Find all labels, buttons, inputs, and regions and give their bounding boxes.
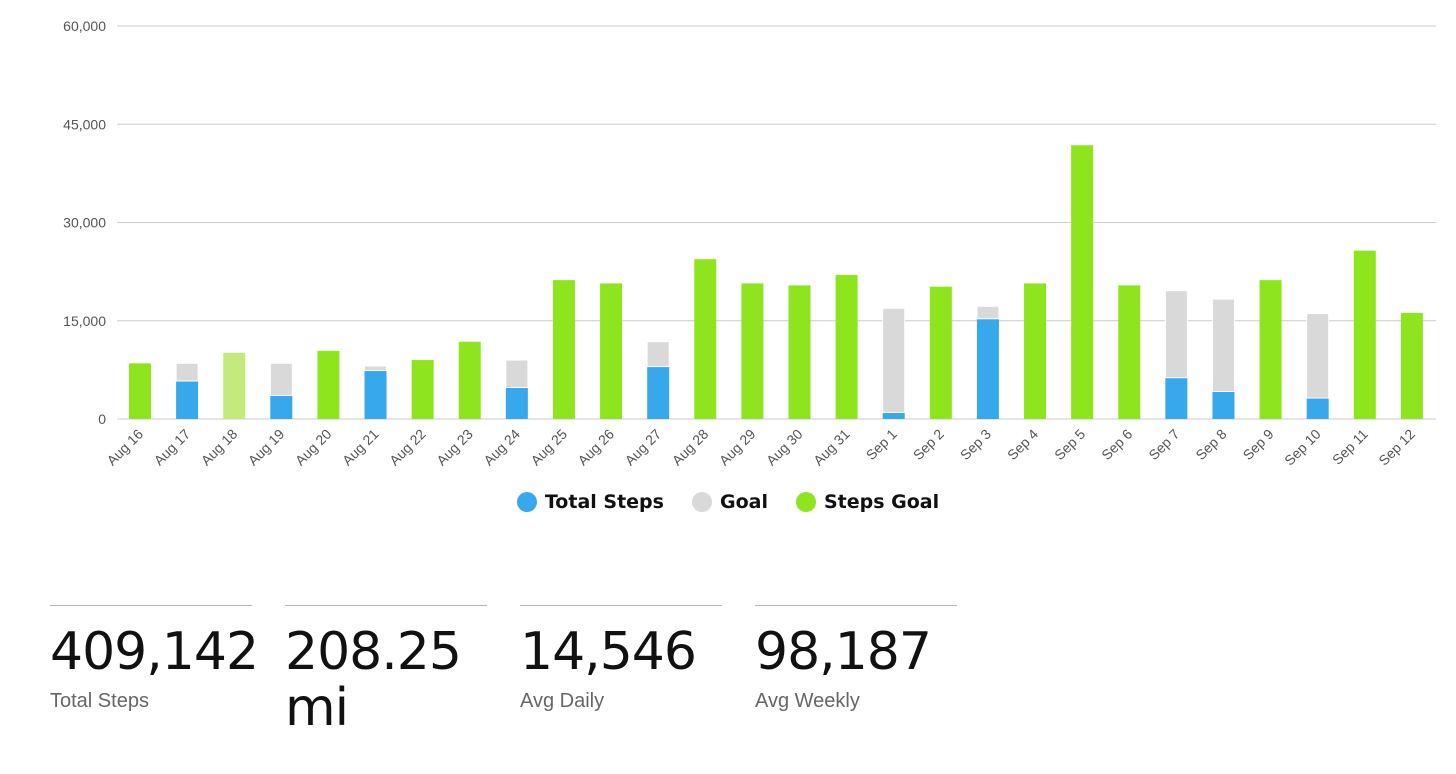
- bar-steps-goal[interactable]: [1024, 283, 1047, 419]
- stat-total-steps-value: 409,142: [50, 622, 259, 682]
- bar-steps-goal[interactable]: [129, 363, 151, 419]
- bar-goal[interactable]: [175, 362, 199, 382]
- x-tick-label: Sep 10: [1281, 426, 1324, 469]
- legend-item-goal[interactable]: Goal: [691, 491, 768, 513]
- legend-label-steps-goal: Steps Goal: [823, 491, 940, 513]
- x-tick-label: Sep 7: [1145, 426, 1182, 463]
- bar-goal[interactable]: [364, 365, 388, 372]
- y-tick-label: 60,000: [63, 18, 106, 34]
- bar-steps-goal[interactable]: [600, 283, 623, 419]
- y-tick-label: 30,000: [63, 215, 106, 231]
- bar-total-steps[interactable]: [505, 387, 528, 419]
- stat-total-steps: 409,142 Total Steps: [50, 605, 259, 736]
- x-tick-label: Aug 24: [480, 426, 523, 469]
- stat-distance: 208.25 mi: [285, 605, 487, 736]
- x-tick-label: Sep 8: [1192, 426, 1229, 463]
- bar-total-steps[interactable]: [1165, 377, 1188, 419]
- bar-total-steps[interactable]: [176, 381, 199, 419]
- x-tick-label: Aug 31: [810, 426, 853, 469]
- x-tick-label: Aug 19: [245, 426, 288, 469]
- x-tick-label: Aug 22: [386, 426, 429, 469]
- bar-steps-goal[interactable]: [317, 350, 340, 419]
- x-tick-label: Aug 18: [198, 426, 241, 469]
- x-tick-label: Aug 30: [763, 426, 806, 469]
- bar-steps-goal[interactable]: [835, 274, 858, 419]
- x-tick-label: Sep 3: [957, 426, 994, 463]
- y-tick-label: 45,000: [63, 116, 106, 132]
- bar-total-steps[interactable]: [1306, 398, 1329, 419]
- stat-avg-daily: 14,546 Avg Daily: [520, 605, 722, 736]
- y-tick-label: 0: [98, 411, 106, 427]
- x-tick-label: Aug 17: [151, 426, 194, 469]
- x-tick-label: Aug 21: [339, 426, 382, 469]
- bar-goal[interactable]: [269, 362, 293, 396]
- bar-goal[interactable]: [976, 305, 1000, 320]
- x-tick-label: Sep 2: [910, 426, 947, 463]
- x-tick-label: Aug 28: [669, 426, 712, 469]
- legend-label-total-steps: Total Steps: [544, 491, 664, 513]
- bar-total-steps[interactable]: [882, 412, 905, 419]
- bar-steps-goal[interactable]: [1071, 145, 1094, 419]
- bar-steps-goal[interactable]: [552, 280, 575, 419]
- bar-total-steps[interactable]: [976, 318, 999, 419]
- bar-total-steps[interactable]: [270, 395, 293, 419]
- bar-goal[interactable]: [1306, 313, 1330, 399]
- bar-steps-goal[interactable]: [458, 341, 481, 419]
- x-tick-label: Sep 11: [1329, 426, 1371, 468]
- bar-goal[interactable]: [646, 341, 670, 368]
- stat-distance-value: 208.25 mi: [285, 622, 462, 738]
- stat-avg-weekly-label: Avg Weekly: [755, 690, 860, 712]
- x-tick-label: Sep 9: [1240, 426, 1277, 463]
- x-tick-label: Aug 27: [622, 426, 665, 469]
- stat-avg-daily-label: Avg Daily: [520, 690, 605, 712]
- bar-steps-goal[interactable]: [1353, 250, 1376, 419]
- stat-total-steps-label: Total Steps: [50, 690, 149, 712]
- x-tick-label: Aug 29: [716, 426, 759, 469]
- legend-dot-steps-goal: [795, 492, 816, 512]
- stat-avg-weekly: 98,187 Avg Weekly: [755, 605, 957, 736]
- x-tick-label: Sep 5: [1051, 426, 1088, 463]
- summary-stats: 409,142 Total Steps 208.25 mi 14,546 Avg…: [50, 605, 990, 736]
- bar-steps-goal[interactable]: [411, 360, 434, 419]
- bar-steps-goal[interactable]: [741, 283, 764, 419]
- legend-item-steps-goal[interactable]: Steps Goal: [795, 491, 940, 513]
- x-tick-label: Aug 23: [433, 426, 476, 469]
- x-tick-label: Sep 1: [863, 426, 900, 463]
- bar-goal[interactable]: [505, 359, 529, 389]
- bar-steps-goal[interactable]: [694, 259, 717, 419]
- legend-item-total-steps[interactable]: Total Steps: [516, 491, 664, 513]
- bar-steps-goal[interactable]: [1259, 280, 1282, 419]
- x-tick-label: Sep 6: [1098, 426, 1135, 463]
- x-tick-label: Aug 26: [575, 426, 618, 469]
- stat-avg-daily-value: 14,546: [520, 622, 697, 682]
- x-tick-label: Aug 16: [103, 426, 146, 469]
- x-tick-label: Sep 12: [1375, 426, 1418, 469]
- bar-steps-goal[interactable]: [1118, 285, 1141, 419]
- bar-steps-goal[interactable]: [929, 286, 952, 419]
- bar-total-steps[interactable]: [647, 366, 670, 419]
- x-tick-label: Aug 25: [527, 426, 570, 469]
- bar-steps-goal[interactable]: [223, 352, 246, 419]
- legend-label-goal: Goal: [719, 491, 768, 513]
- stat-avg-weekly-value: 98,187: [755, 622, 932, 682]
- bar-steps-goal[interactable]: [1400, 312, 1423, 419]
- x-tick-label: Sep 4: [1004, 426, 1041, 463]
- x-tick-label: Aug 20: [292, 426, 335, 469]
- bar-total-steps[interactable]: [364, 370, 387, 419]
- legend-dot-goal: [691, 492, 712, 512]
- bar-goal[interactable]: [1164, 290, 1188, 379]
- chart-legend: Total Steps Goal Steps Goal: [0, 486, 1456, 518]
- bar-total-steps[interactable]: [1212, 391, 1235, 419]
- bar-steps-goal[interactable]: [788, 285, 811, 419]
- bar-goal[interactable]: [1211, 298, 1235, 392]
- y-tick-label: 15,000: [63, 313, 106, 329]
- legend-dot-total-steps: [516, 492, 537, 512]
- bar-goal[interactable]: [882, 307, 906, 413]
